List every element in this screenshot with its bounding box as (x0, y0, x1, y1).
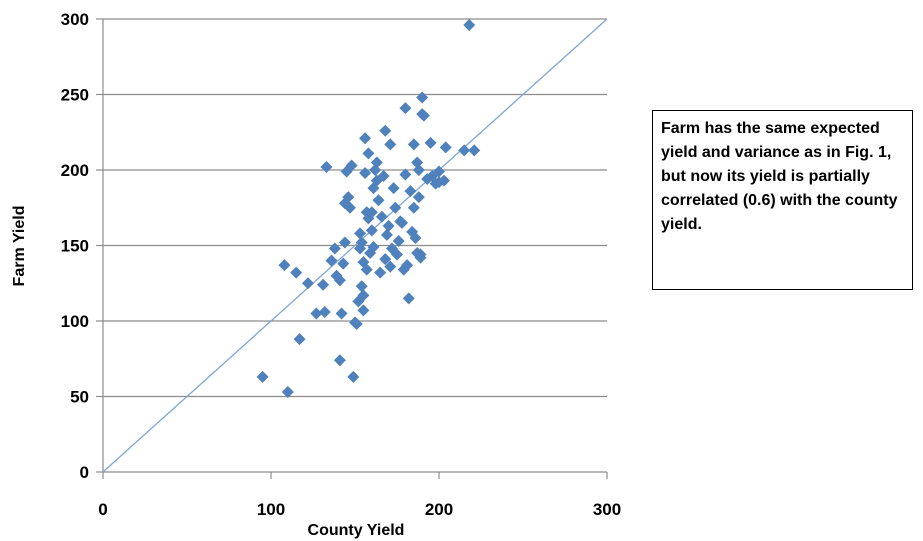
data-point (416, 91, 429, 104)
x-tick-labels: 0 100 200 300 (98, 500, 621, 519)
data-point (409, 231, 422, 244)
data-point (337, 257, 350, 270)
data-point (374, 266, 387, 279)
data-point (367, 241, 380, 254)
data-point (396, 216, 409, 229)
x-tick-label: 0 (98, 500, 107, 519)
data-point (359, 167, 372, 180)
data-point (333, 354, 346, 367)
y-tick-label: 300 (61, 10, 89, 29)
data-point (320, 160, 333, 173)
data-point (468, 144, 481, 157)
data-point (379, 253, 392, 266)
reference-line-group (102, 18, 608, 473)
data-point (338, 236, 351, 249)
data-point (391, 248, 403, 261)
data-point (355, 236, 368, 249)
data-points (256, 19, 481, 398)
data-point (362, 147, 375, 160)
data-point (417, 109, 430, 122)
x-tick-label: 300 (593, 500, 621, 519)
axes (102, 19, 608, 479)
data-point (438, 174, 451, 187)
y-tick-label: 150 (61, 237, 89, 256)
y-tick-label: 0 (80, 463, 89, 482)
data-point (458, 144, 471, 157)
data-point (380, 228, 393, 241)
data-point (424, 136, 437, 149)
data-point (359, 132, 372, 145)
data-point (392, 234, 405, 247)
data-point (301, 277, 314, 290)
data-point (382, 219, 395, 232)
data-point (439, 141, 452, 154)
data-point (290, 266, 303, 279)
data-point (412, 191, 425, 204)
y-tick-label: 200 (61, 161, 89, 180)
data-point (407, 201, 420, 214)
y-axis-title: Farm Yield (11, 206, 28, 287)
data-point (433, 165, 445, 178)
data-point (310, 307, 323, 320)
reference-line (102, 18, 608, 473)
data-point (375, 210, 388, 223)
x-tick-label: 100 (257, 500, 285, 519)
data-point (404, 185, 417, 198)
data-point (407, 138, 420, 151)
data-point (365, 224, 378, 237)
data-point (293, 333, 306, 346)
data-point (399, 168, 412, 181)
data-point (387, 182, 400, 195)
data-point (384, 260, 397, 273)
data-point (370, 156, 383, 169)
data-point (377, 170, 390, 183)
data-point (325, 254, 338, 267)
data-point (402, 292, 415, 305)
annotation-box: Farm has the same expected yield and var… (652, 110, 913, 290)
data-point (372, 194, 385, 207)
data-point (318, 305, 331, 318)
data-point (414, 248, 427, 261)
data-point (281, 385, 294, 398)
data-point (401, 259, 414, 272)
data-point (333, 274, 346, 287)
gridlines (96, 18, 607, 473)
data-point (355, 280, 368, 293)
data-point (463, 19, 476, 32)
x-tick-label: 200 (425, 500, 453, 519)
data-point (347, 370, 360, 383)
data-point (360, 263, 373, 276)
data-point (399, 102, 412, 115)
data-point (384, 138, 397, 151)
data-point (357, 289, 370, 302)
data-point (379, 124, 392, 137)
data-point (278, 259, 291, 272)
y-tick-label: 250 (61, 86, 89, 105)
data-point (389, 201, 402, 214)
y-tick-labels: 0 50 100 150 200 250 300 (61, 10, 89, 482)
x-axis-title: County Yield (308, 522, 405, 539)
y-tick-label: 50 (70, 388, 89, 407)
data-point (350, 318, 363, 331)
data-point (335, 307, 348, 320)
data-point (365, 206, 378, 219)
data-point (354, 227, 367, 240)
data-point (357, 304, 370, 317)
data-point (256, 370, 269, 383)
data-point (345, 159, 358, 172)
data-point (412, 164, 425, 176)
data-point (328, 242, 341, 255)
data-point (343, 201, 356, 214)
data-point (317, 278, 330, 291)
data-point (342, 191, 355, 204)
y-tick-label: 100 (61, 312, 89, 331)
